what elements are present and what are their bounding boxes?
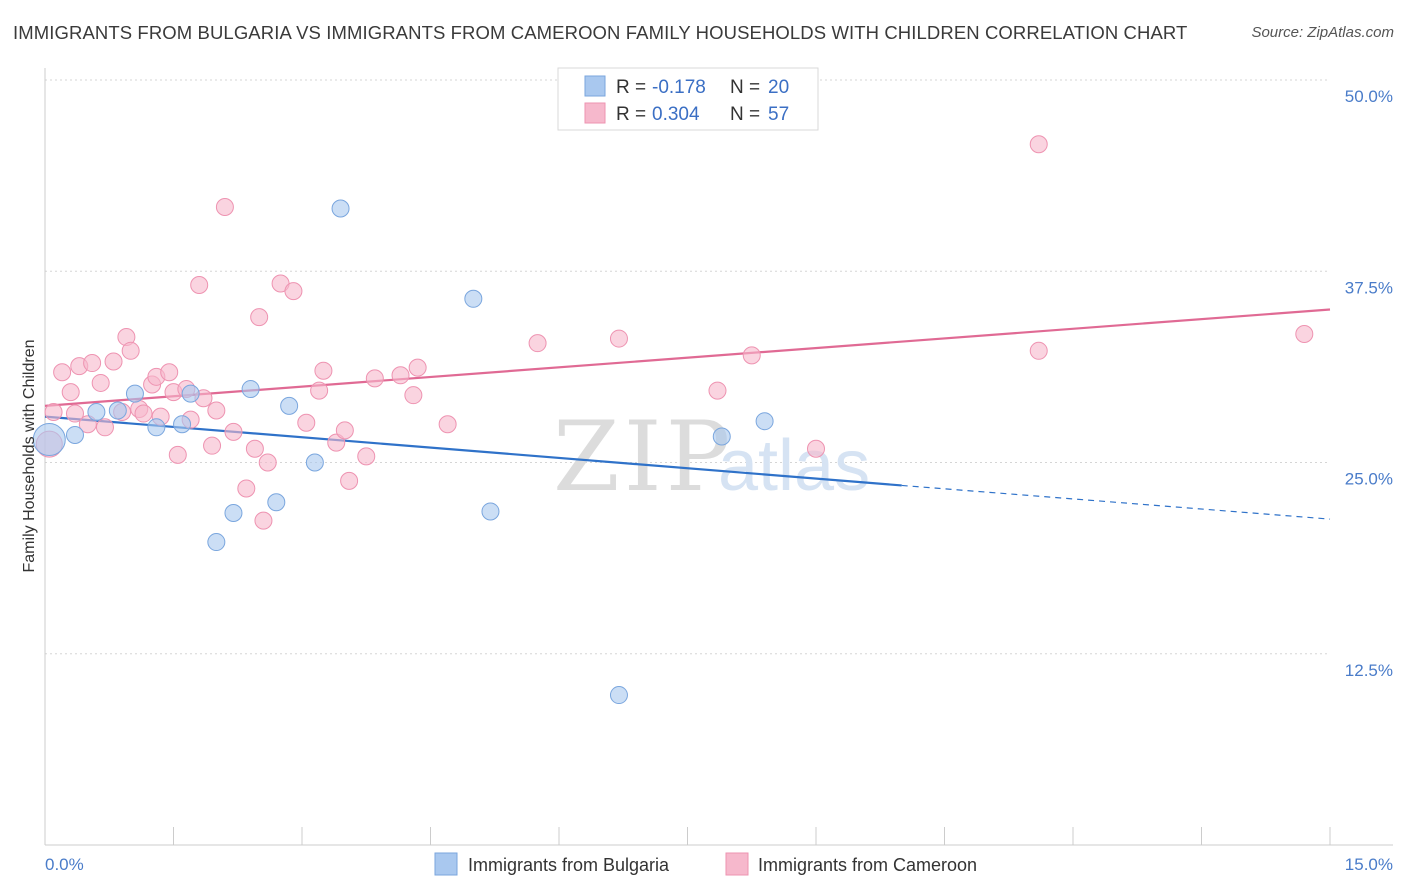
point-bulgaria	[207, 533, 226, 552]
point-cameroon	[78, 415, 97, 434]
point-cameroon	[335, 421, 354, 440]
point-cameroon	[65, 404, 84, 423]
point-cameroon	[1029, 135, 1048, 154]
correlation-legend: R = -0.178 N = 20 R = 0.304 N = 57	[557, 67, 819, 131]
point-cameroon	[258, 453, 277, 472]
legend-swatch-cameroon	[584, 102, 606, 124]
point-cameroon	[121, 341, 140, 360]
point-cameroon	[254, 511, 273, 530]
legend-n-value-cameroon: 57	[768, 104, 789, 125]
point-cameroon	[250, 308, 269, 327]
point-cameroon	[168, 445, 187, 464]
point-bulgaria	[147, 418, 166, 437]
point-cameroon	[134, 404, 153, 423]
point-cameroon	[1029, 341, 1048, 360]
point-bulgaria	[173, 415, 192, 434]
y-tick-label: 12.5%	[1345, 661, 1393, 680]
point-cameroon	[297, 413, 316, 432]
point-cameroon	[224, 422, 243, 441]
point-cameroon	[83, 354, 102, 373]
x-tick-label-min: 0.0%	[45, 855, 84, 874]
watermark-atlas: atlas	[718, 426, 870, 506]
grid-lines	[45, 79, 1330, 655]
point-cameroon	[284, 282, 303, 301]
series-label-bulgaria: Immigrants from Bulgaria	[468, 855, 670, 875]
watermark: ZIP atlas	[553, 401, 870, 513]
point-bulgaria	[609, 686, 628, 705]
point-cameroon	[742, 346, 761, 365]
point-cameroon	[528, 334, 547, 353]
series-legend: Immigrants from Bulgaria Immigrants from…	[434, 852, 977, 876]
point-bulgaria	[181, 384, 200, 403]
x-tick-label-max: 15.0%	[1345, 855, 1393, 874]
point-cameroon	[61, 383, 80, 402]
point-bulgaria	[267, 493, 286, 512]
point-bulgaria	[481, 502, 500, 521]
point-cameroon	[44, 403, 63, 422]
point-cameroon	[203, 436, 222, 455]
point-bulgaria	[755, 412, 774, 431]
legend-swatch-bulgaria	[584, 75, 606, 97]
point-bulgaria	[280, 396, 299, 415]
point-cameroon	[1295, 324, 1314, 343]
legend-r-value-cameroon: 0.304	[652, 104, 700, 125]
y-tick-label: 25.0%	[1345, 470, 1393, 489]
point-cameroon	[53, 363, 72, 382]
series-label-cameroon: Immigrants from Cameroon	[758, 855, 977, 875]
point-cameroon	[91, 373, 110, 392]
series-swatch-bulgaria	[434, 852, 458, 876]
y-tick-label: 37.5%	[1345, 278, 1393, 297]
legend-r-value-bulgaria: -0.178	[652, 77, 706, 98]
point-bulgaria	[32, 423, 66, 457]
point-cameroon	[807, 439, 825, 458]
point-bulgaria	[87, 403, 106, 422]
point-cameroon	[160, 363, 179, 382]
point-bulgaria	[464, 289, 483, 308]
point-cameroon	[327, 433, 346, 452]
point-cameroon	[207, 401, 226, 420]
legend-r-label-cameroon: R =	[616, 104, 646, 125]
point-cameroon	[408, 358, 427, 377]
point-bulgaria	[331, 199, 350, 218]
point-bulgaria	[224, 503, 243, 522]
point-cameroon	[391, 366, 410, 385]
trend-line-extension-bulgaria	[901, 484, 1331, 520]
point-cameroon	[104, 352, 123, 371]
series-swatch-cameroon	[725, 852, 749, 876]
legend-r-label-bulgaria: R =	[616, 77, 646, 98]
point-bulgaria	[108, 401, 127, 420]
point-cameroon	[245, 439, 264, 458]
source-credit: Source: ZipAtlas.com	[1251, 24, 1394, 41]
point-bulgaria	[125, 384, 144, 403]
point-bulgaria	[712, 427, 731, 446]
point-cameroon	[357, 447, 376, 466]
point-bulgaria	[305, 453, 324, 472]
trend-line-cameroon	[44, 308, 1331, 407]
chart-title: IMMIGRANTS FROM BULGARIA VS IMMIGRANTS F…	[13, 22, 1188, 43]
point-cameroon	[609, 329, 628, 348]
legend-n-value-bulgaria: 20	[768, 77, 789, 98]
point-cameroon	[215, 197, 234, 216]
point-cameroon	[340, 471, 359, 490]
point-cameroon	[365, 369, 384, 388]
y-axis-title: Family Households with Children	[21, 340, 38, 573]
point-cameroon	[310, 381, 329, 400]
point-bulgaria	[241, 380, 260, 399]
y-tick-label: 50.0%	[1345, 87, 1393, 106]
point-bulgaria	[65, 425, 84, 444]
watermark-zip: ZIP	[553, 401, 734, 513]
legend-n-label-bulgaria: N =	[730, 77, 760, 98]
point-cameroon	[438, 415, 457, 434]
point-cameroon	[708, 381, 727, 400]
data-points	[32, 135, 1314, 705]
legend-n-label-cameroon: N =	[730, 104, 760, 125]
point-cameroon	[314, 361, 333, 380]
point-cameroon	[404, 386, 423, 405]
axes: 12.5% 25.0% 37.5% 50.0% 0.0% 15.0%	[44, 68, 1393, 874]
point-cameroon	[237, 479, 256, 498]
point-cameroon	[95, 418, 114, 437]
point-cameroon	[190, 276, 209, 295]
